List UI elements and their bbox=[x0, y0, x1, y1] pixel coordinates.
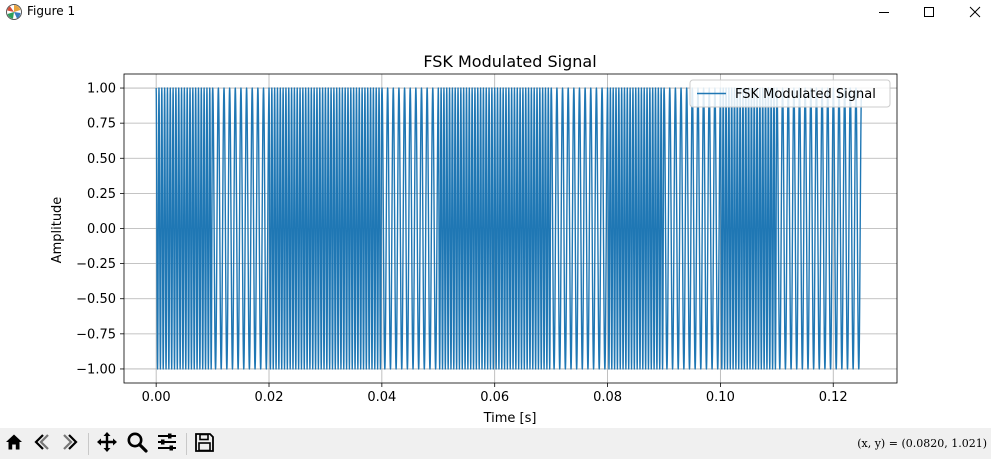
y-tick-label: −0.50 bbox=[76, 292, 116, 307]
zoom-button[interactable] bbox=[125, 432, 149, 456]
toolbar-separator bbox=[88, 433, 89, 455]
y-tick-label: 0.50 bbox=[87, 152, 116, 167]
legend: FSK Modulated Signal bbox=[689, 79, 891, 108]
x-tick-label: 0.08 bbox=[593, 390, 622, 405]
back-icon bbox=[32, 432, 52, 456]
home-button[interactable] bbox=[2, 432, 26, 456]
y-tick-label: −0.75 bbox=[76, 327, 116, 342]
window-title: Figure 1 bbox=[27, 4, 76, 18]
forward-icon bbox=[60, 432, 80, 456]
close-button[interactable] bbox=[952, 0, 991, 24]
zoom-icon bbox=[126, 431, 148, 457]
save-icon bbox=[194, 432, 215, 457]
toolbar-separator bbox=[186, 433, 187, 455]
save-button[interactable] bbox=[192, 432, 216, 456]
back-button[interactable] bbox=[30, 432, 54, 456]
minimize-button[interactable] bbox=[861, 0, 907, 24]
configure-subplots-icon bbox=[156, 431, 178, 457]
x-tick-label: 0.06 bbox=[480, 390, 509, 405]
pan-icon bbox=[96, 431, 118, 457]
window-titlebar: Figure 1 bbox=[0, 0, 991, 24]
y-tick-label: 1.00 bbox=[87, 82, 116, 97]
x-ticks: 0.00 0.02 0.04 0.06 0.08 0.10 0.12 bbox=[142, 383, 848, 405]
forward-button[interactable] bbox=[58, 432, 82, 456]
chart-title: FSK Modulated Signal bbox=[423, 52, 596, 71]
navigation-toolbar: (x, y) = (0.0820, 1.021) bbox=[0, 428, 991, 459]
home-icon bbox=[4, 432, 24, 456]
minimize-icon bbox=[878, 6, 890, 18]
maximize-button[interactable] bbox=[906, 0, 952, 24]
maximize-icon bbox=[923, 6, 935, 18]
y-ticks: −1.00 −0.75 −0.50 −0.25 0.00 0.25 0.50 0.75 1.00 bbox=[76, 82, 124, 377]
x-tick-label: 0.04 bbox=[367, 390, 396, 405]
x-tick-label: 0.02 bbox=[255, 390, 284, 405]
x-tick-label: 0.00 bbox=[142, 390, 171, 405]
matplotlib-logo-icon bbox=[5, 3, 23, 21]
x-tick-label: 0.10 bbox=[706, 390, 735, 405]
y-tick-label: 0.00 bbox=[87, 222, 116, 237]
legend-box bbox=[689, 79, 891, 108]
configure-subplots-button[interactable] bbox=[155, 432, 179, 456]
y-axis-label: Amplitude bbox=[50, 197, 65, 264]
y-tick-label: 0.25 bbox=[87, 187, 116, 202]
close-icon bbox=[969, 6, 981, 18]
y-tick-label: 0.75 bbox=[87, 117, 116, 132]
cursor-coordinates: (x, y) = (0.0820, 1.021) bbox=[857, 437, 987, 450]
chart[interactable]: 0.00 0.02 0.04 0.06 0.08 0.10 0.12 −1.00−0.75−… bbox=[0, 24, 991, 428]
legend-label: FSK Modulated Signal bbox=[735, 87, 876, 102]
series-layer bbox=[155, 87, 863, 370]
series-line bbox=[155, 87, 863, 370]
y-tick-label: −1.00 bbox=[76, 362, 116, 377]
x-axis-label: Time [s] bbox=[483, 411, 537, 426]
pan-button[interactable] bbox=[95, 432, 119, 456]
figure-canvas[interactable]: 0.00 0.02 0.04 0.06 0.08 0.10 0.12 −1.00 −0.75−… bbox=[0, 24, 991, 428]
x-tick-label: 0.12 bbox=[819, 390, 848, 405]
y-tick-label: −0.25 bbox=[76, 257, 116, 272]
